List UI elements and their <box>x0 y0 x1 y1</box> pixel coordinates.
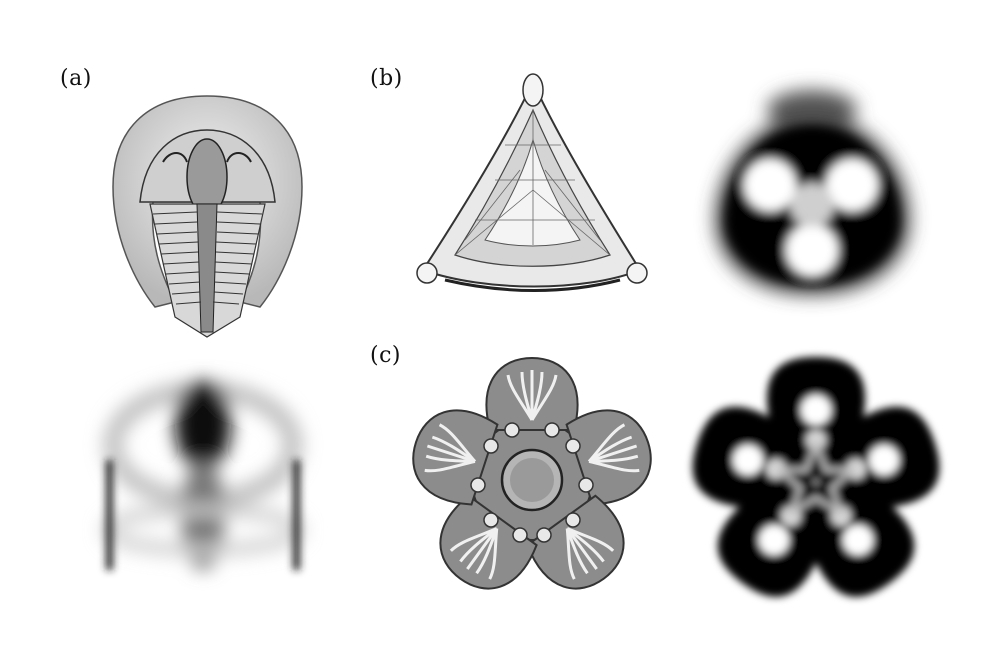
triangular-diatom-engraving <box>416 73 648 292</box>
trilobite-blur-render <box>102 380 304 570</box>
trilobite-engraving <box>112 95 303 338</box>
pentagonal-radiolarian-engraving <box>400 356 664 607</box>
panel-label-a: (a) <box>60 66 92 91</box>
pentagonal-radiolarian-blur-render <box>681 357 951 612</box>
triangular-diatom-blur-render <box>715 90 910 295</box>
panel-label-b: (b) <box>370 66 403 91</box>
panel-label-c: (c) <box>370 343 401 368</box>
